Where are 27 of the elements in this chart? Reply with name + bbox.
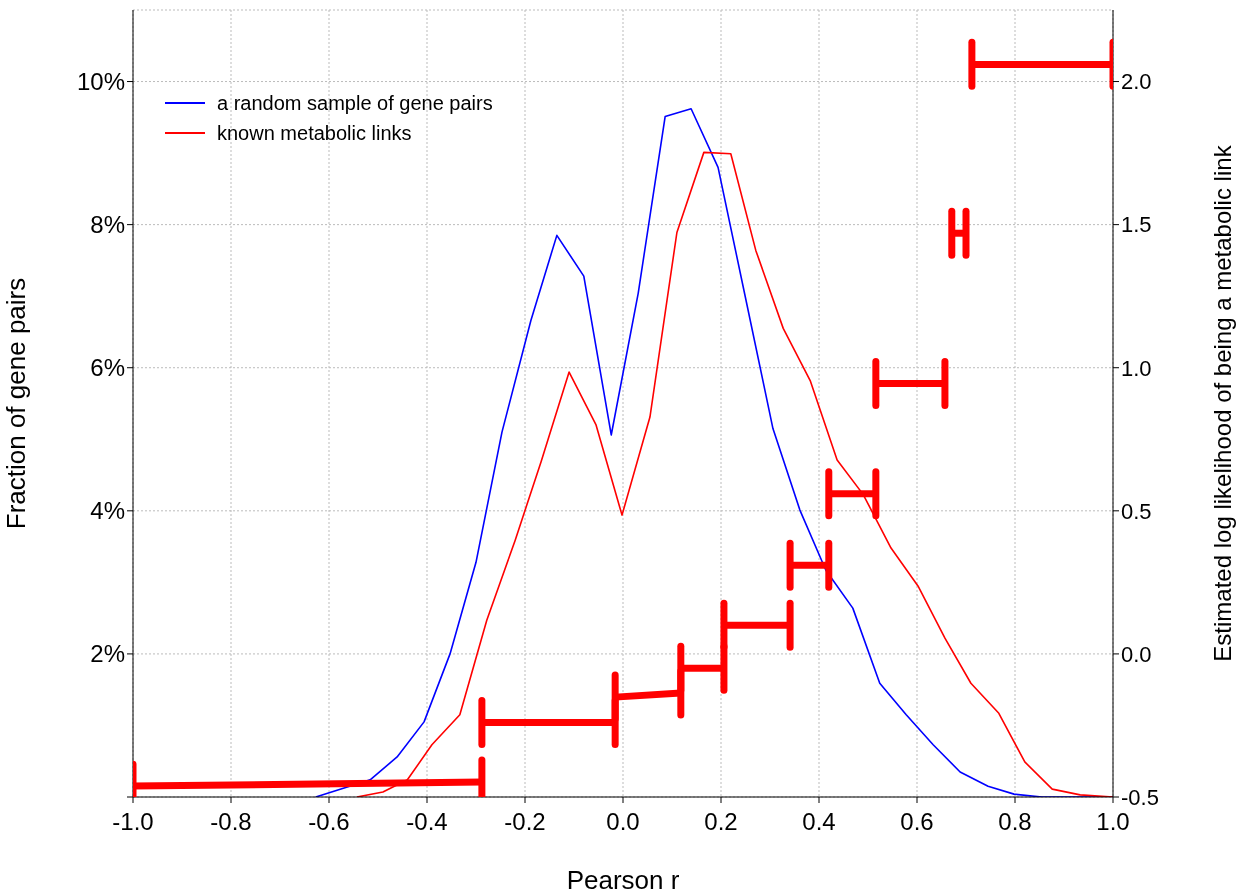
legend-label: a random sample of gene pairs	[217, 91, 493, 116]
x-tick-label: 0.8	[998, 808, 1032, 836]
x-tick-label: -0.8	[210, 808, 252, 836]
y-tick-label: 4%	[90, 497, 125, 525]
x-tick-label: 1.0	[1096, 808, 1130, 836]
x-tick-label: -0.2	[504, 808, 546, 836]
x-tick-label: 0.2	[704, 808, 738, 836]
y-axis-title: Fraction of gene pairs	[1, 277, 32, 530]
x-tick-label: 0.6	[900, 808, 934, 836]
y2-tick-label: 0.0	[1121, 641, 1152, 667]
x-tick-label: 0.0	[606, 808, 640, 836]
y2-tick-label: 0.5	[1121, 498, 1152, 524]
y-tick-label: 2%	[90, 640, 125, 668]
y2-tick-label: 2.0	[1121, 69, 1152, 95]
y-tick-label: 6%	[90, 354, 125, 382]
y-tick-label: 10%	[76, 68, 125, 96]
y2-tick-label: -0.5	[1121, 784, 1159, 810]
y-tick-label: 8%	[90, 211, 125, 239]
x-tick-label: -0.6	[308, 808, 350, 836]
y2-tick-label: 1.5	[1121, 212, 1152, 238]
legend-label: known metabolic links	[217, 121, 412, 146]
x-tick-label: -0.4	[406, 808, 448, 836]
y2-axis-title: Estimated log likelihood of being a metabolic link	[1208, 144, 1236, 662]
x-tick-label: -1.0	[112, 808, 154, 836]
x-tick-label: 0.4	[802, 808, 836, 836]
x-axis-title: Pearson r	[566, 865, 680, 893]
y2-tick-label: 1.0	[1121, 355, 1152, 381]
